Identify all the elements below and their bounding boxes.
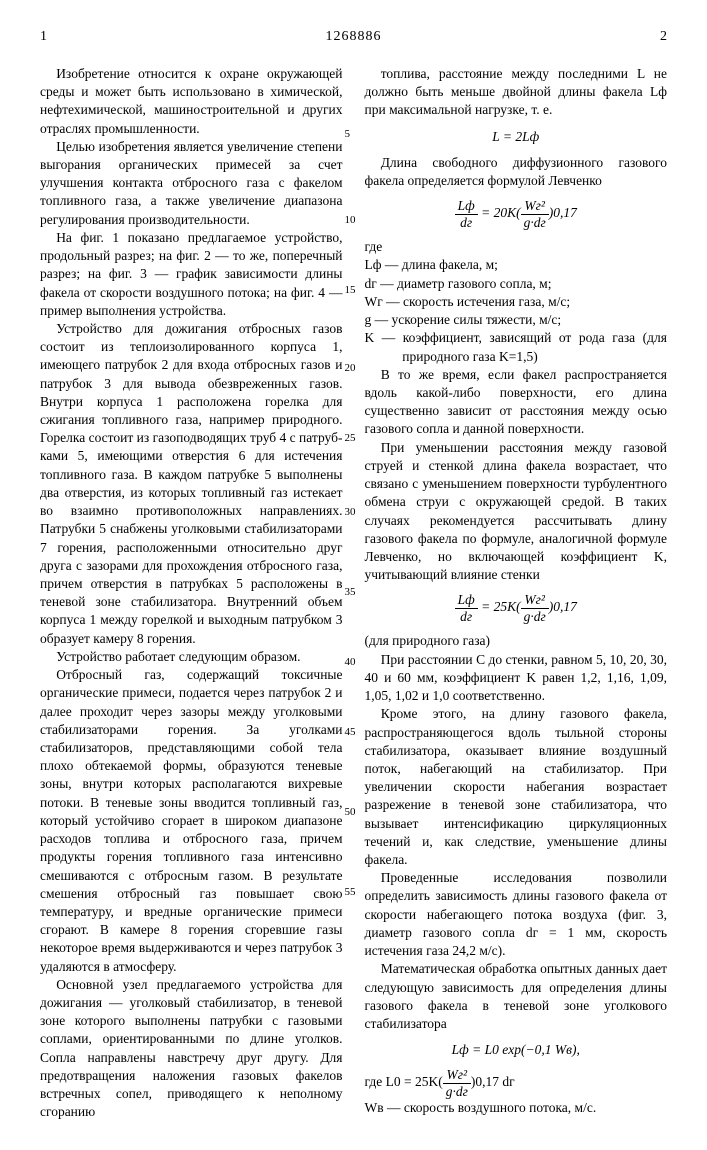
line-marker: 45	[345, 725, 356, 740]
body-paragraph: Кроме этого, на длину газового факела, р…	[365, 705, 668, 869]
line-marker: 20	[345, 361, 356, 376]
page-header: 1 1268886 2	[40, 28, 667, 47]
body-paragraph: Проведенные исследования позволили опред…	[365, 869, 668, 960]
where-item: g — ускорение силы тяжести, м/с;	[365, 311, 668, 329]
body-paragraph: (для природного газа)	[365, 632, 668, 650]
where-item: K — коэффициент, зависящий от рода газа …	[365, 329, 668, 365]
formula: Lфdг = 25K(Wг²g·dг)0,17	[365, 592, 668, 624]
body-paragraph: Отбросный газ, содержащий токсичные орга…	[40, 666, 343, 976]
body-paragraph: Математическая обработка опытных дан­ных…	[365, 960, 668, 1033]
line-marker: 5	[345, 127, 351, 142]
body-paragraph: При расстоянии C до стенки, равном 5, 10…	[365, 651, 668, 706]
line-marker: 25	[345, 431, 356, 446]
right-column-number: 2	[627, 28, 667, 47]
line-marker: 55	[345, 885, 356, 900]
body-paragraph: При уменьшении расстояния между газо­вой…	[365, 439, 668, 585]
formula: Lф = L0 exp(−0,1 Wв),	[365, 1041, 668, 1059]
line-marker: 10	[345, 213, 356, 228]
text-columns: 5 10 15 20 25 30 35 40 45 50 55 Изобрете…	[40, 65, 667, 1122]
formula: L = 2Lф	[365, 128, 668, 146]
body-paragraph: Устройство для дожигания отбросных газов…	[40, 320, 343, 648]
body-paragraph: топлива, расстояние между последними L н…	[365, 65, 668, 120]
line-marker: 35	[345, 585, 356, 600]
body-paragraph: Основной узел предлагаемого устройства д…	[40, 976, 343, 1122]
line-marker: 50	[345, 805, 356, 820]
where-item: Wв — скорость воздушного потока, м/с.	[365, 1099, 668, 1117]
formula: Lфdг = 20K(Wг²g·dг)0,17	[365, 198, 668, 230]
where-item: Wг — скорость истечения газа, м/с;	[365, 293, 668, 311]
where-block: где L0 = 25K(Wг²g·dг)0,17 dг	[365, 1067, 668, 1099]
body-paragraph: Изобретение относится к охране окру­жающ…	[40, 65, 343, 138]
body-paragraph: Целью изобретения является увеличение ст…	[40, 138, 343, 229]
body-paragraph: Устройство работает следующим образом.	[40, 648, 343, 666]
left-column: Изобретение относится к охране окру­жающ…	[40, 65, 343, 1122]
line-marker: 40	[345, 655, 356, 670]
right-column: топлива, расстояние между последними L н…	[365, 65, 668, 1122]
body-paragraph: В то же время, если факел распростра­няе…	[365, 366, 668, 439]
line-marker: 30	[345, 505, 356, 520]
where-item: Lф — длина факела, м;	[365, 256, 668, 274]
body-paragraph: Длина свободного диффузионного газо­вого…	[365, 154, 668, 190]
left-column-number: 1	[40, 28, 80, 47]
where-block: где	[365, 238, 668, 256]
body-paragraph: На фиг. 1 показано предлагаемое уст­ройс…	[40, 229, 343, 320]
document-number: 1268886	[80, 28, 627, 47]
where-item: dг — диаметр газового сопла, м;	[365, 275, 668, 293]
line-marker: 15	[345, 283, 356, 298]
